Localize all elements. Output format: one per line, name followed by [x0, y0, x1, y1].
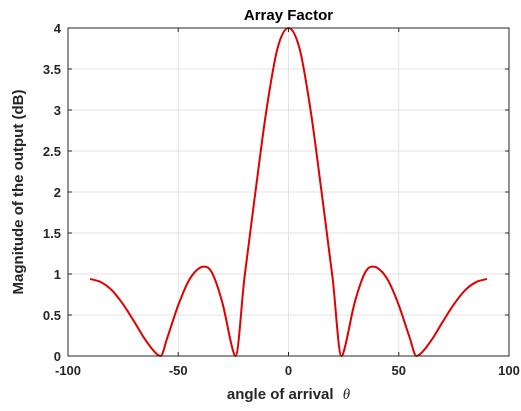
y-tick-label: 3 — [54, 103, 61, 118]
chart-title: Array Factor — [244, 7, 333, 24]
x-tick-label: 50 — [392, 363, 406, 378]
grid-layer — [67, 27, 510, 357]
x-axis-label: angle of arrival — [227, 386, 334, 403]
x-tick-label: -50 — [169, 363, 188, 378]
y-tick-label: 1.5 — [43, 226, 61, 241]
x-tick-label: -100 — [55, 363, 81, 378]
y-tick-label: 0 — [54, 349, 61, 364]
y-tick-label: 4 — [54, 21, 62, 36]
y-tick-label: 2 — [54, 185, 61, 200]
y-axis-title: Magnitude of the output (dB) — [10, 90, 27, 295]
x-tick-label: 100 — [498, 363, 520, 378]
x-tick-label: 0 — [285, 363, 292, 378]
x-axis-title: angle of arrival θ — [227, 386, 351, 403]
y-tick-label: 3.5 — [43, 62, 61, 77]
y-tick-label: 0.5 — [43, 308, 61, 323]
y-tick-label: 1 — [54, 267, 61, 282]
x-axis-theta-symbol: θ — [343, 387, 351, 403]
tick-layer: -100 -50 0 50 100 0 0.5 1 1.5 2 2.5 3 3.5 4 — [43, 21, 520, 378]
y-tick-label: 2.5 — [43, 144, 61, 159]
